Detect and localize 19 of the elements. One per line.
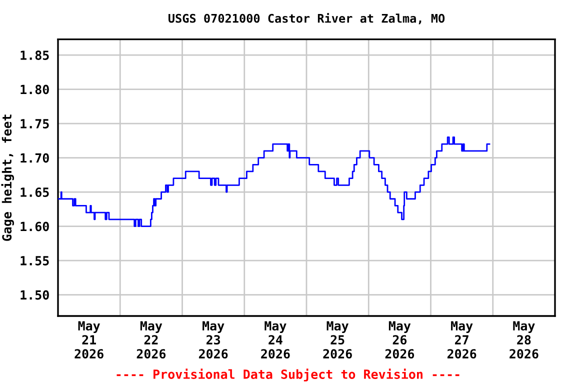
- y-axis-title: Gage height, feet: [1, 114, 14, 241]
- chart-title: USGS 07021000 Castor River at Zalma, MO: [168, 13, 445, 24]
- x-tick-label: May 24 2026: [261, 321, 290, 359]
- y-tick-label: 1.70: [20, 153, 49, 163]
- x-tick-label: May 22 2026: [136, 321, 166, 359]
- x-tick-label: May 27 2026: [447, 321, 476, 359]
- y-tick-label: 1.80: [20, 84, 49, 94]
- y-tick-label: 1.50: [20, 290, 49, 300]
- y-tick-label: 1.60: [20, 222, 49, 232]
- x-tick-label: May 25 2026: [323, 321, 352, 359]
- y-tick-label: 1.65: [20, 188, 49, 197]
- x-tick-label: May 23 2026: [198, 321, 228, 359]
- y-tick-label: 1.75: [20, 119, 49, 128]
- x-tick-label: May 21 2026: [74, 321, 104, 359]
- y-tick-label: 1.55: [20, 256, 49, 266]
- x-tick-label: May 28 2026: [510, 321, 538, 359]
- text: ---- Provisional Data Subject to Revision ----: [116, 368, 460, 382]
- x-tick-label: May 26 2026: [385, 321, 414, 359]
- y-tick-label: 1.85: [20, 50, 49, 60]
